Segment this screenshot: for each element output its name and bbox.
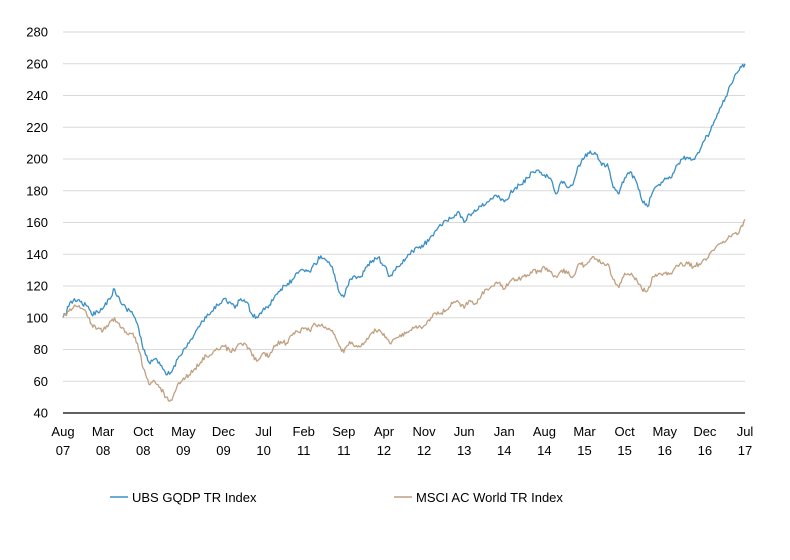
y-tick-label: 60 [34, 374, 48, 389]
y-tick-label: 180 [26, 183, 48, 198]
y-axis-tick-labels: 40 60 80 100 120 140 160 180 200 220 240 260 280 [26, 25, 48, 421]
y-tick-label: 140 [26, 247, 48, 262]
x-tick-label-year: 14 [497, 443, 511, 458]
x-tick-label-month: Jun [454, 424, 475, 439]
x-tick-label-month: Dec [693, 424, 717, 439]
y-tick-label: 280 [26, 25, 48, 40]
x-tick-label-year: 10 [256, 443, 270, 458]
x-tick-label-year: 08 [96, 443, 110, 458]
x-tick-label-year: 08 [136, 443, 150, 458]
x-tick-label-year: 11 [297, 443, 311, 458]
y-tick-label: 100 [26, 310, 48, 325]
series-line-ubs-gqdp [62, 63, 746, 376]
legend-label: MSCI AC World TR Index [416, 490, 563, 505]
y-tick-label: 240 [26, 88, 48, 103]
x-tick-label-month: Aug [533, 424, 556, 439]
x-tick-label-year: 14 [537, 443, 551, 458]
x-tick-label-year: 11 [337, 443, 351, 458]
x-tick-label-month: Oct [133, 424, 154, 439]
x-tick-label-month: Mar [92, 424, 115, 439]
series-line-msci-ac-world [62, 219, 746, 402]
y-tick-label: 120 [26, 279, 48, 294]
x-tick-label-year: 17 [738, 443, 752, 458]
x-tick-label-month: Nov [412, 424, 436, 439]
x-tick-label-year: 15 [617, 443, 631, 458]
y-tick-label: 80 [34, 342, 48, 357]
x-tick-label-month: Jul [737, 424, 754, 439]
x-tick-label-month: Jan [494, 424, 515, 439]
x-tick-label-month: Apr [374, 424, 395, 439]
x-tick-label-year: 09 [216, 443, 230, 458]
x-tick-label-year: 09 [176, 443, 190, 458]
y-tick-label: 200 [26, 152, 48, 167]
x-tick-label-year: 07 [56, 443, 70, 458]
x-tick-label-year: 12 [377, 443, 391, 458]
x-axis-tick-labels: Aug 07 Mar 08 Oct 08 May 09 Dec 09 Jul 10 Feb 11 Sep 11… [51, 424, 753, 458]
x-tick-label-year: 15 [577, 443, 591, 458]
legend-label: UBS GQDP TR Index [132, 490, 257, 505]
x-tick-label-month: Mar [573, 424, 596, 439]
y-tick-label: 220 [26, 120, 48, 135]
series-lines [62, 63, 746, 402]
y-tick-label: 260 [26, 56, 48, 71]
x-tick-label-year: 16 [658, 443, 672, 458]
x-tick-label-month: Jul [255, 424, 272, 439]
y-tick-label: 160 [26, 215, 48, 230]
grid-lines [63, 31, 745, 382]
x-tick-label-year: 12 [417, 443, 431, 458]
x-tick-label-month: Sep [332, 424, 355, 439]
x-tick-label-month: May [171, 424, 196, 439]
x-tick-label-year: 13 [457, 443, 471, 458]
x-tick-label-month: Oct [615, 424, 636, 439]
x-tick-label-month: Feb [293, 424, 315, 439]
x-tick-label-month: Aug [51, 424, 74, 439]
x-tick-label-month: Dec [212, 424, 236, 439]
x-tick-label-year: 16 [698, 443, 712, 458]
legend: UBS GQDP TR Index MSCI AC World TR Index [110, 490, 563, 505]
x-tick-label-month: May [652, 424, 677, 439]
y-tick-label: 40 [34, 406, 48, 421]
